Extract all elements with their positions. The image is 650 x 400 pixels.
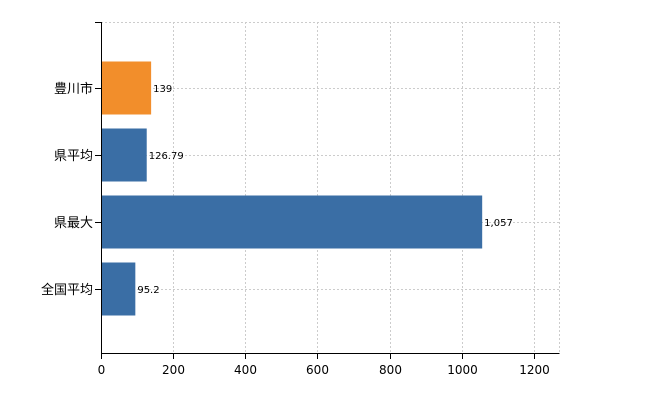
x-tick-label: 600 [306, 363, 329, 377]
y-tick-label: 全国平均 [41, 282, 93, 298]
labels: 139 豊川市 126.79 県平均 1,057 県最大 95.2 全国平均 0 200 400 60… [41, 81, 550, 377]
bars [101, 61, 483, 316]
data-label: 1,057 [484, 218, 513, 229]
y-tick-label: 県平均 [54, 149, 93, 164]
bar [101, 195, 483, 249]
y-tick-label: 豊川市 [54, 81, 93, 97]
x-tick-label: 400 [234, 363, 257, 377]
x-tick-label: 800 [379, 363, 402, 377]
x-tick-label: 1000 [447, 363, 478, 377]
bar [101, 61, 152, 115]
grid [101, 22, 560, 353]
axes [95, 22, 560, 359]
y-tick-label: 県最大 [54, 216, 93, 231]
bar [101, 262, 136, 316]
data-label: 95.2 [137, 285, 159, 296]
data-label: 139 [153, 84, 172, 95]
x-tick-label: 0 [98, 363, 106, 377]
bar [101, 128, 147, 182]
x-tick-label: 1200 [519, 363, 550, 377]
data-label: 126.79 [149, 151, 184, 162]
x-tick-label: 200 [162, 363, 185, 377]
